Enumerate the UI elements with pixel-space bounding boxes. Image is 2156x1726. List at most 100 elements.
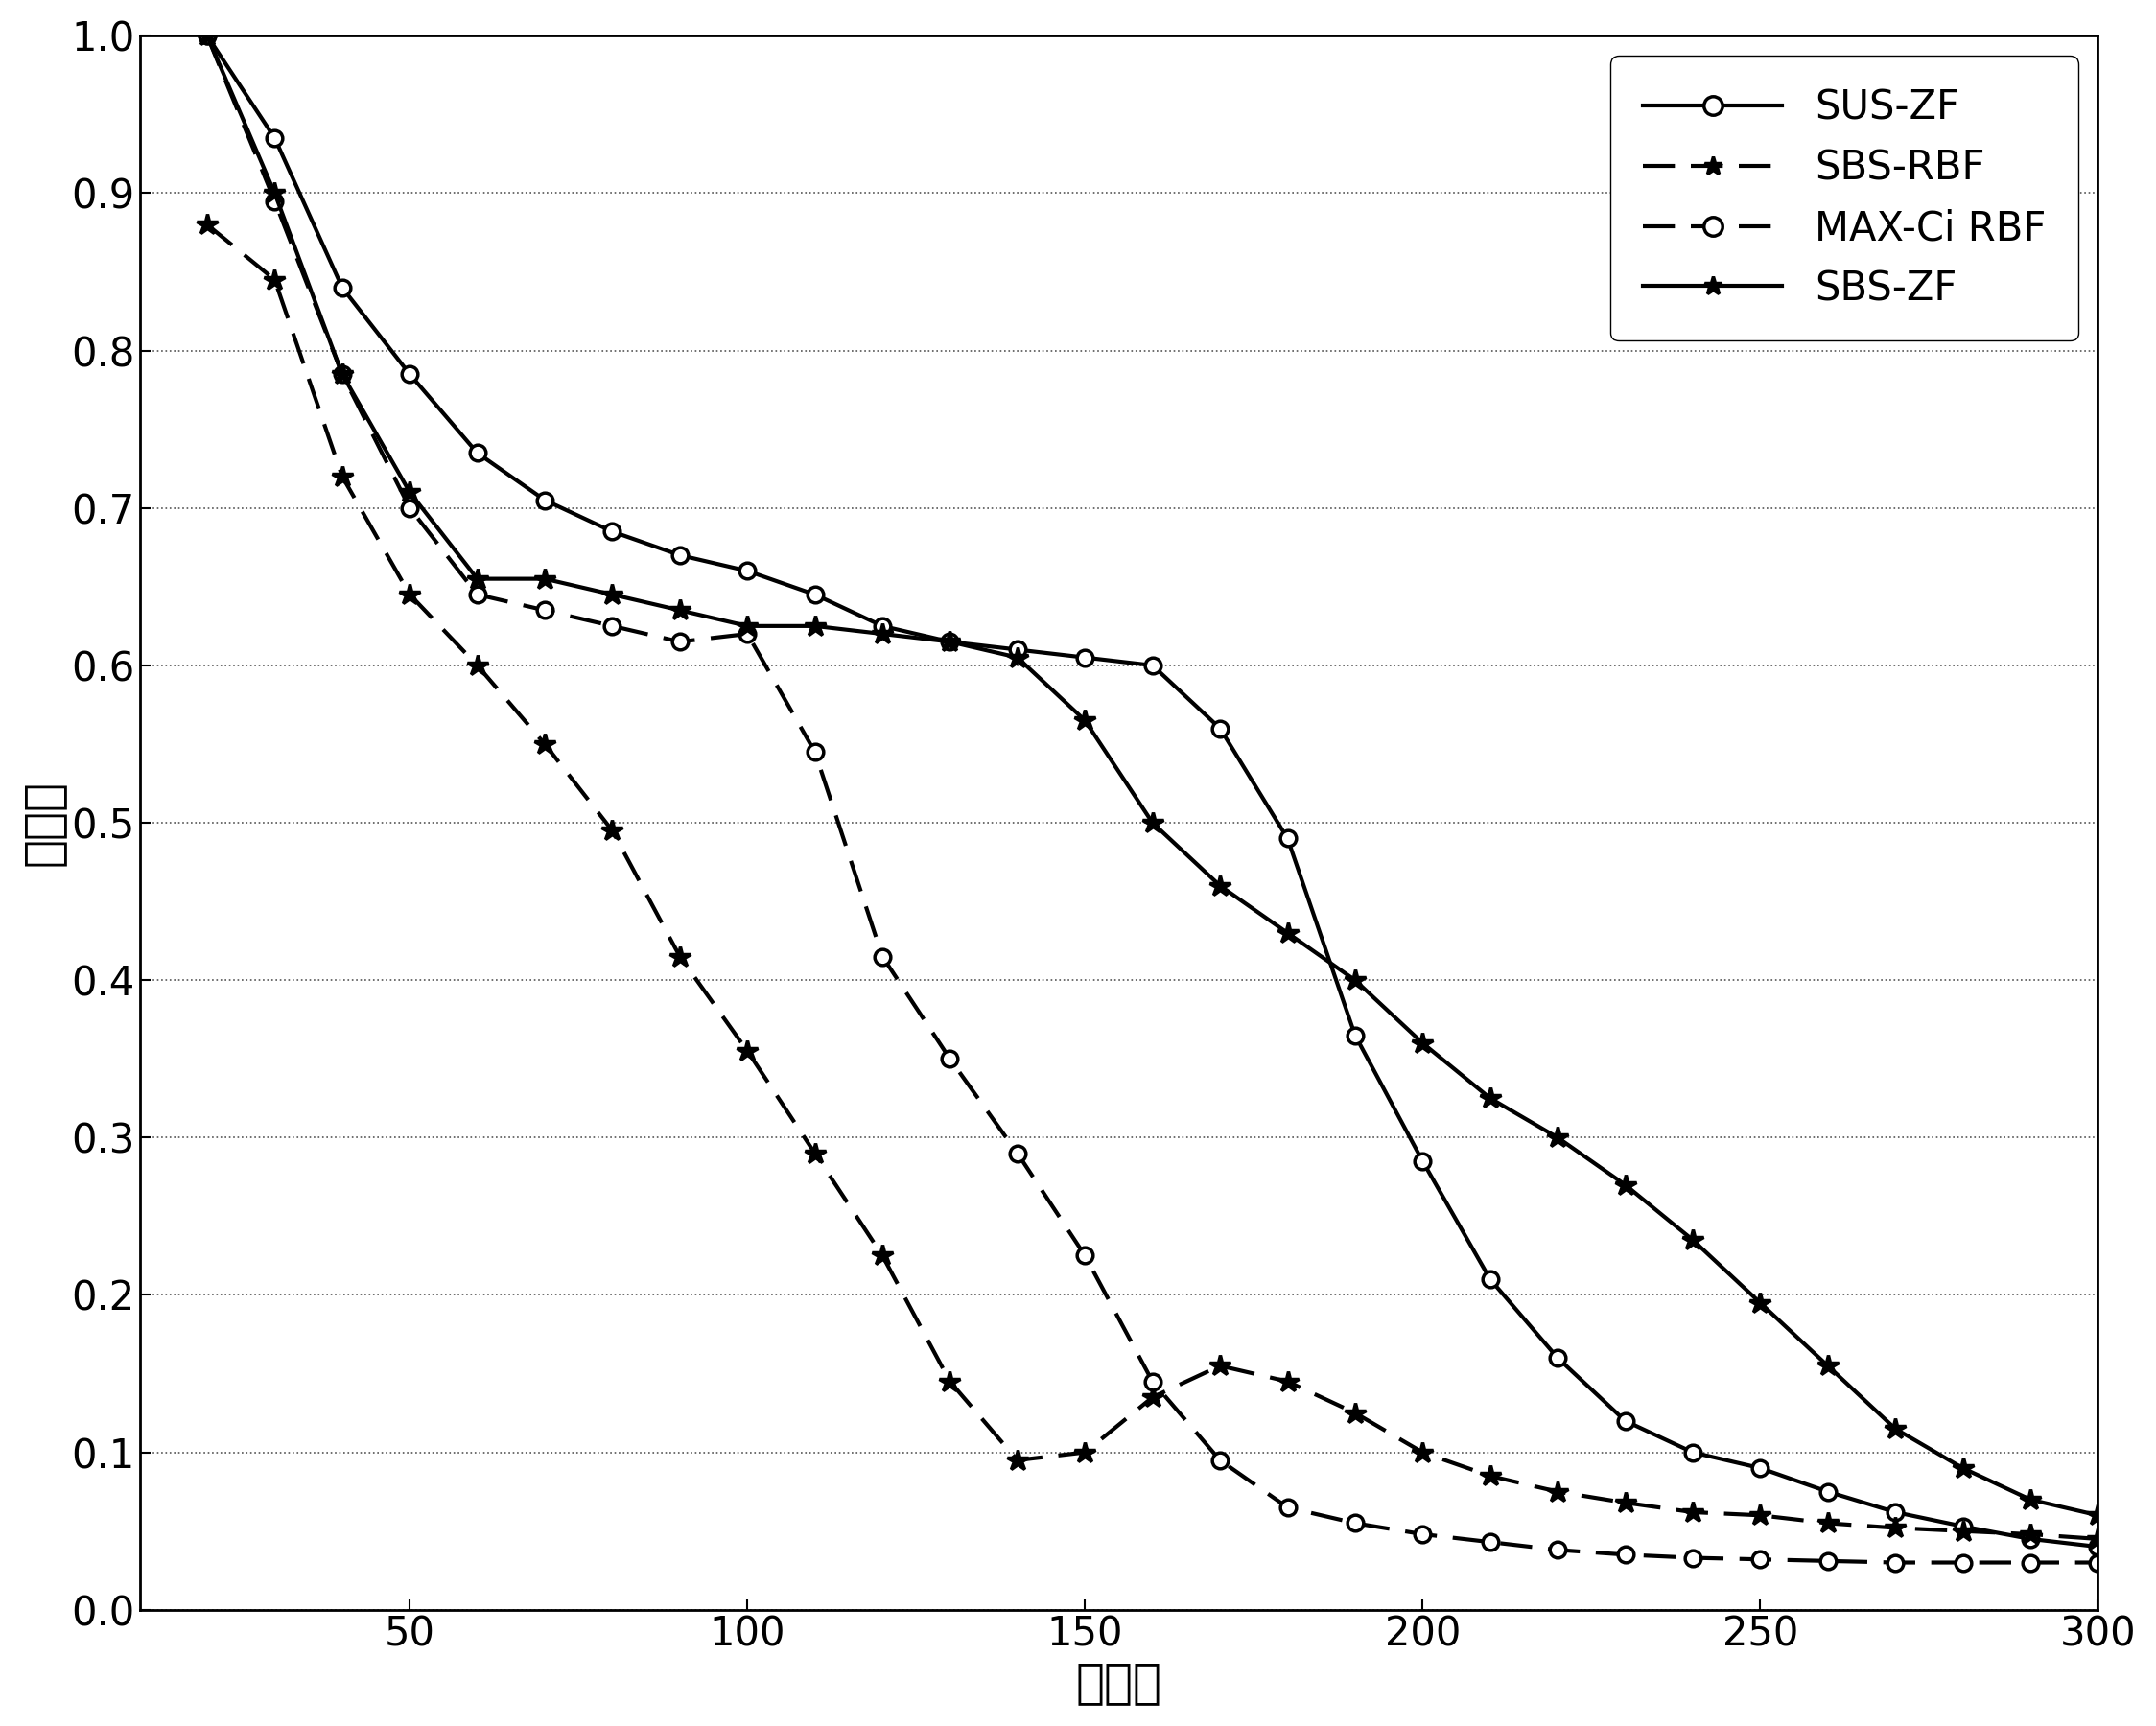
- MAX-Ci RBF: [1410, 1524, 1436, 1545]
- SBS-ZF: [1746, 1293, 1772, 1313]
- SBS-ZF: [1544, 1127, 1570, 1148]
- SBS-RBF: [464, 656, 489, 677]
- SBS-ZF: [1343, 970, 1369, 991]
- SBS-ZF: [2085, 1505, 2111, 1526]
- SBS-RBF: [194, 214, 220, 235]
- SUS-ZF: [1207, 718, 1233, 739]
- MAX-Ci RBF: [2018, 1552, 2044, 1572]
- SBS-ZF: [533, 568, 558, 589]
- MAX-Ci RBF: [1680, 1548, 1705, 1569]
- SBS-ZF: [666, 601, 692, 621]
- SUS-ZF: [599, 521, 625, 542]
- SBS-RBF: [261, 269, 287, 290]
- SBS-RBF: [1343, 1403, 1369, 1424]
- SUS-ZF: [802, 583, 828, 604]
- SBS-RBF: [1005, 1450, 1031, 1471]
- SBS-ZF: [194, 26, 220, 47]
- SUS-ZF: [1410, 1151, 1436, 1172]
- SBS-RBF: [802, 1143, 828, 1163]
- SBS-RBF: [1746, 1505, 1772, 1526]
- MAX-Ci RBF: [261, 190, 287, 211]
- SBS-RBF: [666, 946, 692, 967]
- SBS-RBF: [735, 1041, 761, 1061]
- SBS-RBF: [869, 1244, 895, 1265]
- SBS-ZF: [1207, 875, 1233, 896]
- SUS-ZF: [2085, 1536, 2111, 1557]
- SUS-ZF: [1274, 828, 1300, 849]
- SBS-RBF: [1680, 1502, 1705, 1522]
- SUS-ZF: [1343, 1025, 1369, 1046]
- SUS-ZF: [194, 26, 220, 47]
- MAX-Ci RBF: [1207, 1450, 1233, 1471]
- SBS-RBF: [1072, 1441, 1097, 1462]
- SUS-ZF: [533, 490, 558, 511]
- SBS-RBF: [1274, 1370, 1300, 1391]
- SBS-RBF: [1477, 1465, 1503, 1486]
- SUS-ZF: [1544, 1348, 1570, 1369]
- MAX-Ci RBF: [397, 497, 423, 518]
- SBS-RBF: [1949, 1521, 1975, 1541]
- SUS-ZF: [1746, 1458, 1772, 1479]
- SUS-ZF: [869, 616, 895, 637]
- SBS-RBF: [1544, 1481, 1570, 1502]
- SBS-RBF: [599, 820, 625, 841]
- MAX-Ci RBF: [533, 601, 558, 621]
- MAX-Ci RBF: [2085, 1552, 2111, 1572]
- SBS-RBF: [1613, 1493, 1639, 1514]
- MAX-Ci RBF: [1613, 1545, 1639, 1565]
- SBS-ZF: [735, 616, 761, 637]
- SUS-ZF: [1882, 1502, 1908, 1522]
- MAX-Ci RBF: [938, 1048, 964, 1068]
- MAX-Ci RBF: [464, 583, 489, 604]
- X-axis label: 用户数: 用户数: [1076, 1660, 1162, 1705]
- SBS-RBF: [533, 734, 558, 754]
- MAX-Ci RBF: [330, 364, 356, 385]
- SBS-ZF: [261, 183, 287, 204]
- SBS-RBF: [397, 583, 423, 604]
- SBS-RBF: [1410, 1441, 1436, 1462]
- MAX-Ci RBF: [1746, 1548, 1772, 1569]
- SUS-ZF: [1072, 647, 1097, 668]
- MAX-Ci RBF: [666, 632, 692, 652]
- Line: SBS-ZF: SBS-ZF: [196, 26, 2109, 1526]
- SBS-ZF: [1477, 1087, 1503, 1108]
- SBS-RBF: [1141, 1388, 1166, 1408]
- MAX-Ci RBF: [1882, 1552, 1908, 1572]
- MAX-Ci RBF: [1274, 1496, 1300, 1517]
- Line: SBS-RBF: SBS-RBF: [196, 214, 2109, 1550]
- MAX-Ci RBF: [1477, 1531, 1503, 1552]
- SBS-ZF: [1949, 1458, 1975, 1479]
- Line: MAX-Ci RBF: MAX-Ci RBF: [198, 28, 2106, 1571]
- SBS-ZF: [1274, 923, 1300, 944]
- SBS-ZF: [938, 632, 964, 652]
- SUS-ZF: [1613, 1410, 1639, 1431]
- SBS-ZF: [1882, 1419, 1908, 1439]
- MAX-Ci RBF: [599, 616, 625, 637]
- SUS-ZF: [666, 545, 692, 566]
- SBS-RBF: [2018, 1524, 2044, 1545]
- MAX-Ci RBF: [735, 623, 761, 644]
- SBS-RBF: [2085, 1529, 2111, 1550]
- SBS-ZF: [464, 568, 489, 589]
- SBS-ZF: [802, 616, 828, 637]
- SBS-ZF: [397, 482, 423, 502]
- MAX-Ci RBF: [802, 742, 828, 763]
- SBS-RBF: [1882, 1517, 1908, 1538]
- MAX-Ci RBF: [1141, 1370, 1166, 1391]
- SBS-ZF: [1815, 1355, 1841, 1376]
- SBS-RBF: [1815, 1512, 1841, 1533]
- MAX-Ci RBF: [1005, 1143, 1031, 1163]
- MAX-Ci RBF: [1544, 1540, 1570, 1560]
- SUS-ZF: [330, 278, 356, 299]
- SBS-ZF: [1410, 1032, 1436, 1053]
- MAX-Ci RBF: [1343, 1512, 1369, 1533]
- SUS-ZF: [1005, 639, 1031, 659]
- SBS-RBF: [1207, 1355, 1233, 1376]
- SUS-ZF: [397, 364, 423, 385]
- Y-axis label: 满意度: 满意度: [19, 780, 67, 866]
- Line: SUS-ZF: SUS-ZF: [198, 28, 2106, 1555]
- SBS-ZF: [1072, 709, 1097, 730]
- SUS-ZF: [1680, 1441, 1705, 1462]
- SUS-ZF: [938, 632, 964, 652]
- SBS-ZF: [599, 583, 625, 604]
